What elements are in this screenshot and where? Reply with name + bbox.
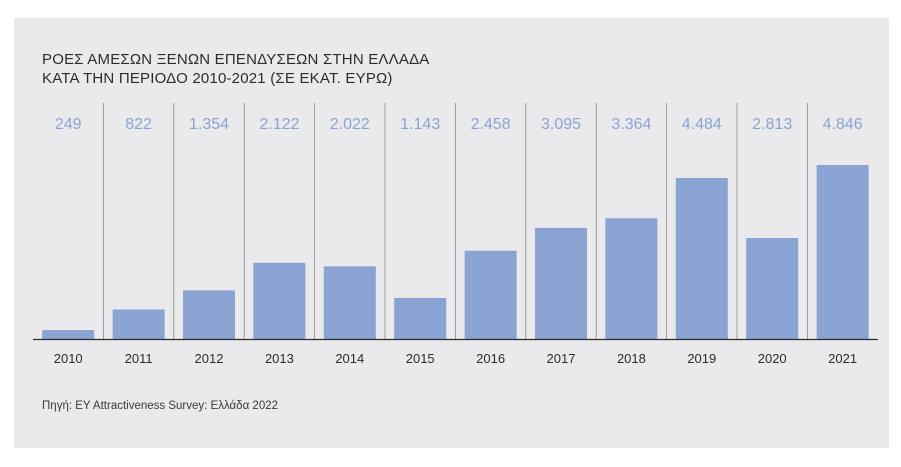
x-tick-label-2012: 2012 <box>195 351 224 366</box>
x-tick-label-2015: 2015 <box>406 351 435 366</box>
value-label-2015: 1.143 <box>400 116 440 133</box>
bar-2012 <box>183 290 235 339</box>
bar-2016 <box>464 250 517 339</box>
value-label-2013: 2.122 <box>259 116 299 133</box>
x-tick-label-2016: 2016 <box>476 351 505 366</box>
value-label-2017: 3.095 <box>541 116 581 133</box>
x-tick-label-2013: 2013 <box>265 351 294 366</box>
value-label-2011: 822 <box>125 116 152 133</box>
value-label-2018: 3.364 <box>611 116 651 133</box>
value-label-2020: 2.813 <box>752 116 792 133</box>
x-tick-label-2010: 2010 <box>54 351 83 366</box>
x-tick-label-2020: 2020 <box>758 351 787 366</box>
value-label-2016: 2.458 <box>471 116 511 133</box>
bar-2017 <box>535 227 587 339</box>
source-note: Πηγή: EY Attractiveness Survey: Ελλάδα 2… <box>42 400 279 412</box>
chart-title-line-1: ΡΟΕΣ ΑΜΕΣΩΝ ΞΕΝΩΝ ΕΠΕΝΔΥΣΕΩΝ ΣΤΗΝ ΕΛΛΑΔΑ <box>42 51 430 68</box>
bar-2018 <box>605 218 658 339</box>
x-tick-label-2014: 2014 <box>335 351 364 366</box>
x-tick-label-2019: 2019 <box>687 351 716 366</box>
bar-2014 <box>323 266 376 339</box>
value-label-2014: 2.022 <box>330 116 370 133</box>
bar-2011 <box>112 309 165 339</box>
bar-2021 <box>816 165 869 339</box>
bar-2020 <box>746 237 799 339</box>
bar-2013 <box>253 262 306 339</box>
x-tick-label-2017: 2017 <box>547 351 576 366</box>
value-label-2010: 249 <box>55 116 82 133</box>
chart-panel <box>14 18 889 448</box>
x-tick-label-2021: 2021 <box>828 351 857 366</box>
bar-2015 <box>394 297 447 339</box>
x-tick-label-2011: 2011 <box>125 351 153 366</box>
bar-2019 <box>675 177 728 339</box>
x-tick-label-2018: 2018 <box>617 351 646 366</box>
bar-2010 <box>42 330 95 339</box>
value-label-2012: 1.354 <box>189 116 229 133</box>
value-label-2019: 4.484 <box>682 116 722 133</box>
chart-title: ΡΟΕΣ ΑΜΕΣΩΝ ΞΕΝΩΝ ΕΠΕΝΔΥΣΕΩΝ ΣΤΗΝ ΕΛΛΑΔΑ… <box>42 50 430 88</box>
chart-title-line-2: ΚΑΤΑ ΤΗΝ ΠΕΡΙΟΔΟ 2010-2021 (ΣΕ ΕΚΑΤ. ΕΥΡ… <box>42 70 393 87</box>
value-label-2021: 4.846 <box>823 116 863 133</box>
